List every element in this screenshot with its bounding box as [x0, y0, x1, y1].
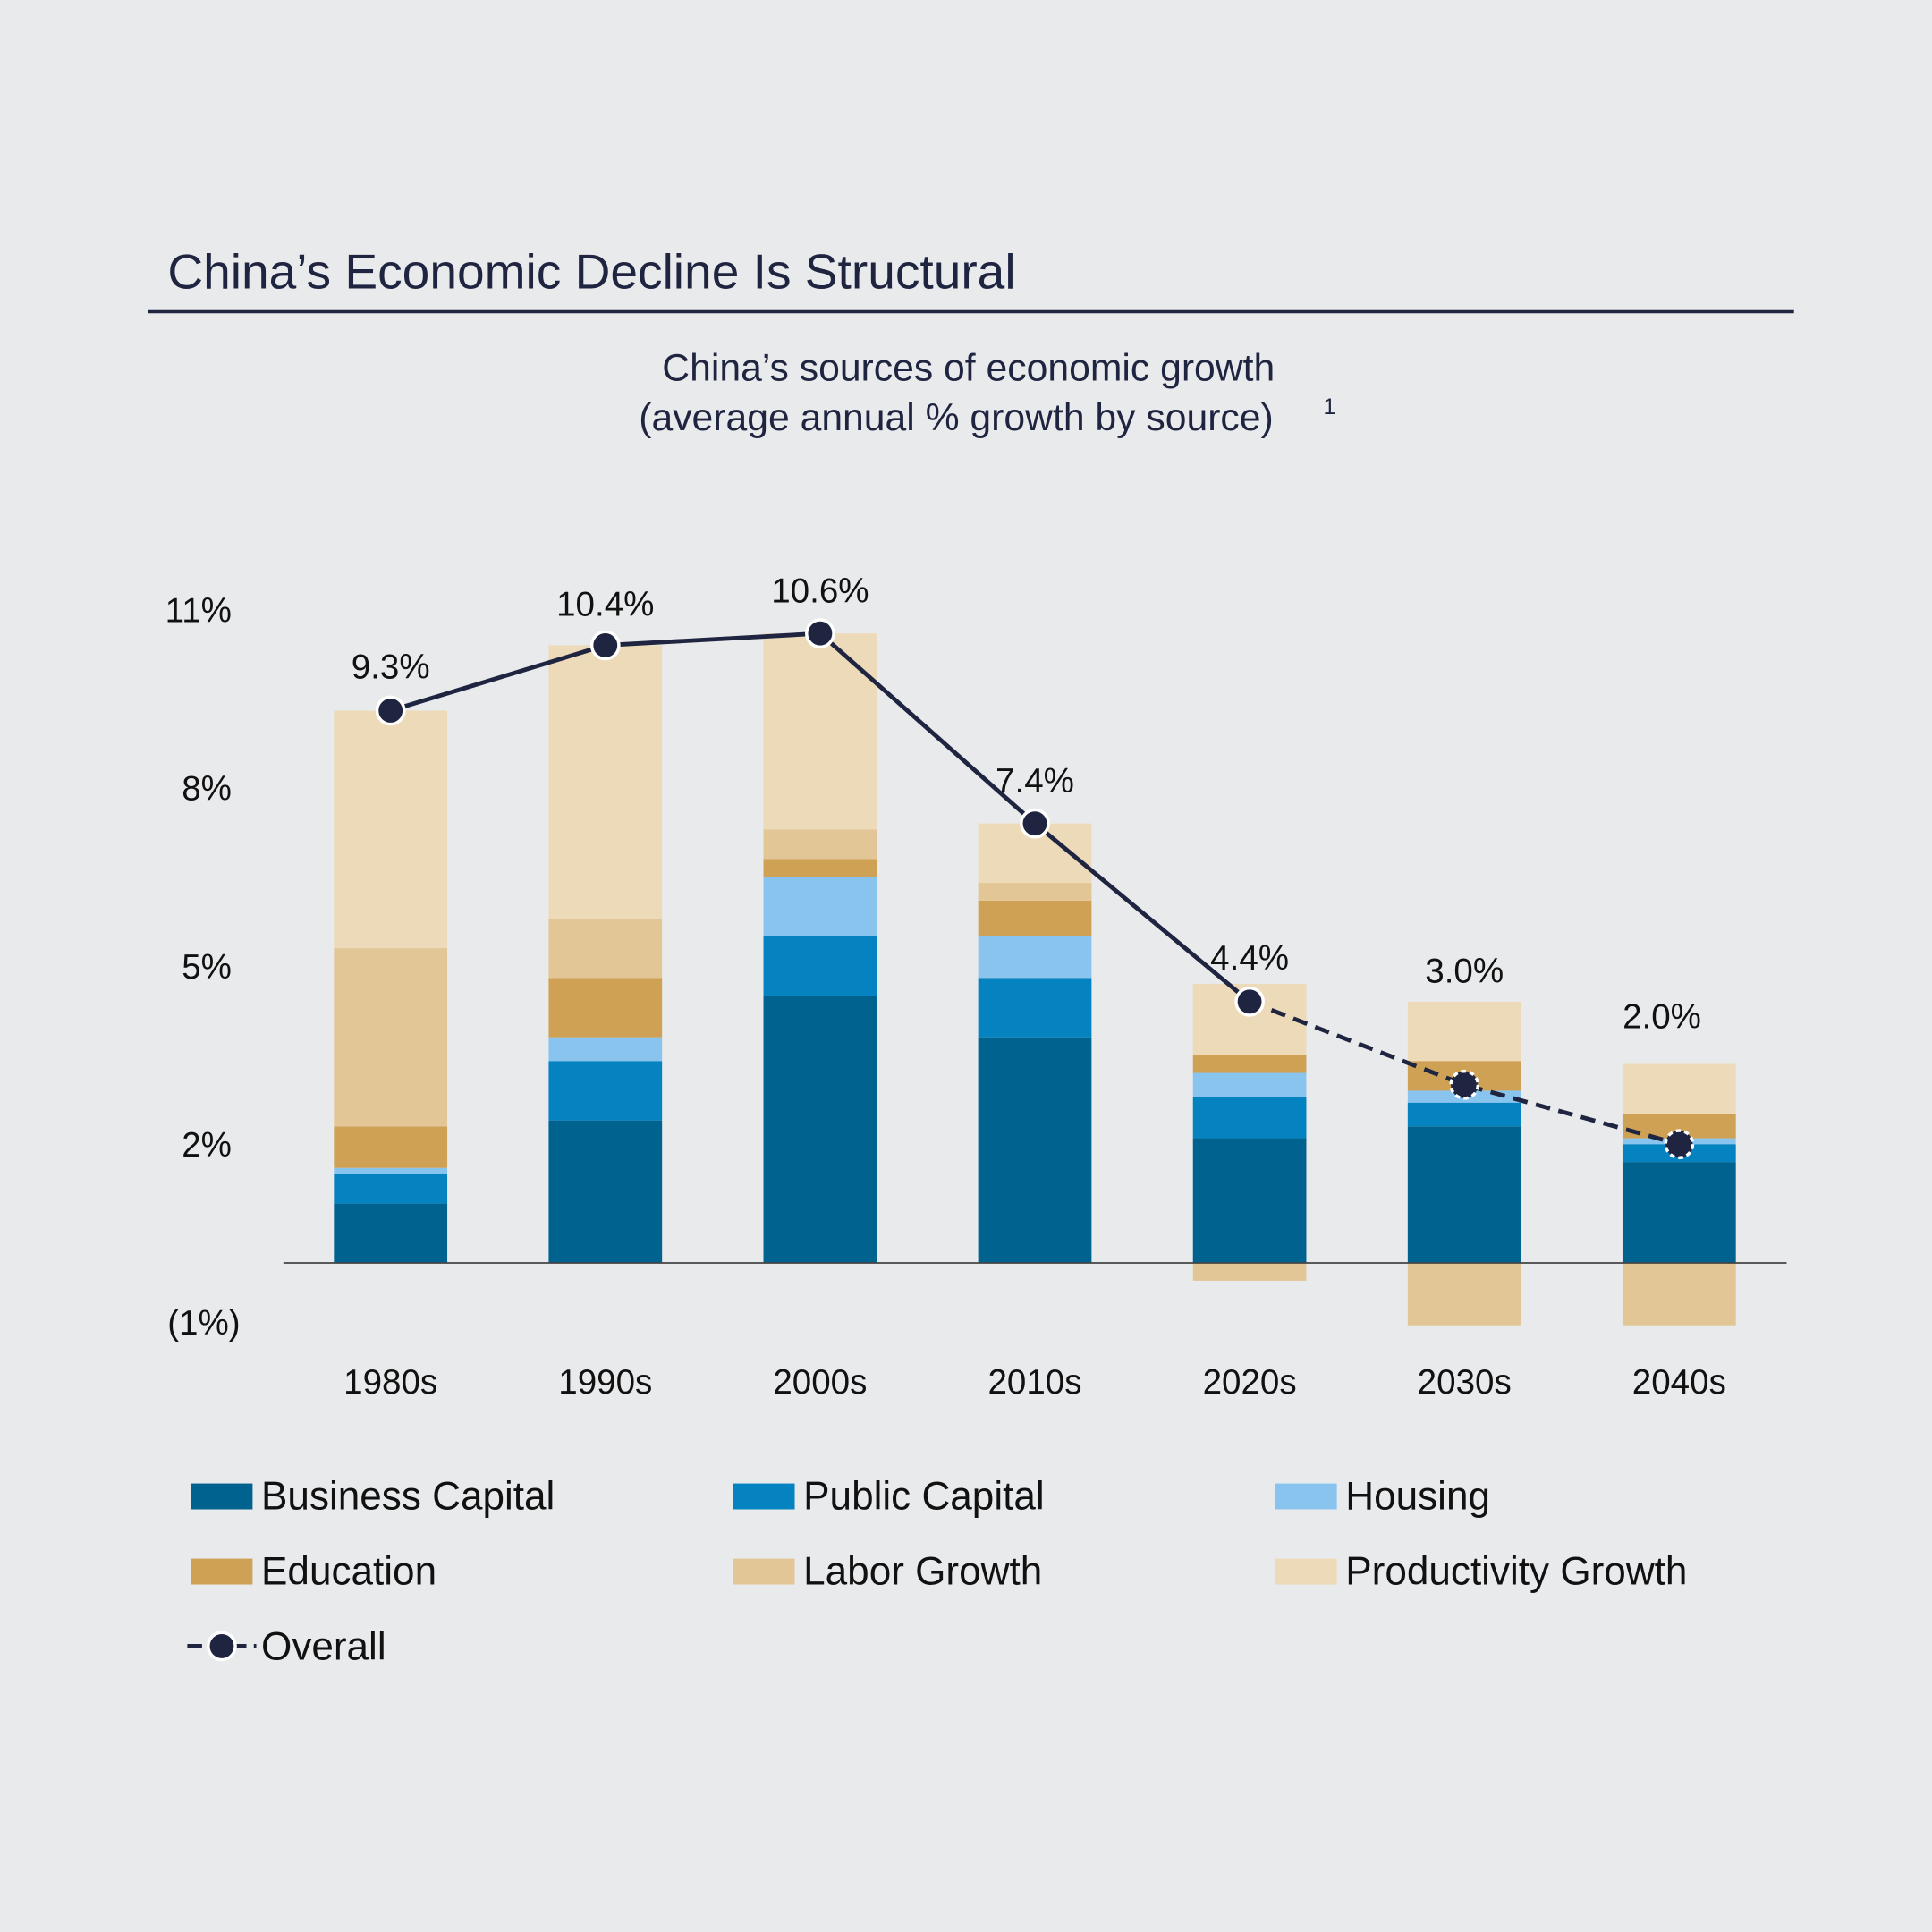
- bar-segment-business-capital: [978, 1037, 1092, 1263]
- y-tick-label: 2%: [182, 1126, 232, 1165]
- bar-segment-labor-growth: [548, 918, 663, 979]
- bar-segment-labor-growth: [1407, 1262, 1521, 1326]
- bar-segment-business-capital: [548, 1120, 663, 1263]
- y-tick-label: (1%): [167, 1304, 240, 1343]
- bar-segment-housing: [978, 936, 1092, 979]
- x-axis: 1980s 1990s 2000s 2010s 2020s 2030s 2040s: [343, 1363, 1726, 1402]
- bar-segment-education: [978, 900, 1092, 936]
- chart-subtitle-line1: China’s sources of economic growth: [662, 347, 1275, 390]
- legend-label: Housing: [1345, 1475, 1490, 1519]
- legend-swatch: [1275, 1483, 1337, 1510]
- legend-label: Education: [261, 1550, 436, 1594]
- bar-segment-housing: [763, 877, 877, 936]
- legend-label: Overall: [261, 1625, 386, 1669]
- bar-segment-business-capital: [334, 1203, 448, 1263]
- overall-point: [589, 630, 621, 661]
- legend-swatch: [191, 1483, 253, 1510]
- bar-segment-education: [334, 1126, 448, 1168]
- overall-point: [375, 695, 406, 726]
- bar-segment-education: [1192, 1055, 1307, 1073]
- bar-segment-labor-growth: [763, 829, 877, 860]
- x-tick-label: 2030s: [1418, 1363, 1512, 1402]
- bar-segment-education: [763, 859, 877, 877]
- overall-data-label: 3.0%: [1425, 952, 1504, 990]
- bar-segment-business-capital: [1407, 1126, 1521, 1263]
- overall-point: [1234, 986, 1265, 1017]
- bar-segment-labor-growth: [978, 883, 1092, 901]
- bar-segment-housing: [548, 1037, 663, 1062]
- x-tick-label: 2000s: [773, 1363, 867, 1402]
- overall-line-projected: [1249, 999, 1680, 1147]
- overall-point: [805, 618, 835, 649]
- bar-segment-labor-growth: [334, 948, 448, 1127]
- bar-segment-public-capital: [548, 1061, 663, 1121]
- bar-segment-housing: [334, 1167, 448, 1174]
- bar-segment-productivity-growth: [548, 645, 663, 919]
- bar-segment-business-capital: [1622, 1162, 1736, 1263]
- legend-swatch: [733, 1483, 795, 1510]
- bar-segment-public-capital: [763, 936, 877, 996]
- bar-segment-public-capital: [1407, 1102, 1521, 1127]
- bar-segment-productivity-growth: [334, 710, 448, 949]
- x-tick-label: 2010s: [987, 1363, 1081, 1402]
- bar-segment-business-capital: [763, 996, 877, 1263]
- bar-segment-housing: [1192, 1072, 1307, 1097]
- x-tick-label: 2040s: [1632, 1363, 1726, 1402]
- overall-data-label: 9.3%: [352, 648, 430, 687]
- bars: [334, 633, 1736, 1326]
- legend: Business Capital Public Capital Housing Edu…: [187, 1475, 1687, 1669]
- legend-label: Business Capital: [261, 1475, 555, 1519]
- legend-label: Productivity Growth: [1345, 1550, 1687, 1594]
- overall-data-label: 10.4%: [556, 585, 654, 623]
- bar-segment-productivity-growth: [1407, 1001, 1521, 1062]
- bar-segment-public-capital: [1192, 1097, 1307, 1139]
- legend-label: Labor Growth: [803, 1550, 1042, 1594]
- bar-segment-productivity-growth: [763, 633, 877, 830]
- legend-swatch: [733, 1558, 795, 1585]
- legend-label: Public Capital: [803, 1475, 1045, 1519]
- y-tick-label: 8%: [182, 770, 232, 809]
- x-tick-label: 1980s: [343, 1363, 437, 1402]
- x-tick-label: 2020s: [1203, 1363, 1297, 1402]
- y-axis: 11% 8% 5% 2% (1%): [165, 591, 241, 1343]
- legend-swatch: [1275, 1558, 1337, 1585]
- bar-segment-productivity-growth: [1622, 1063, 1736, 1114]
- x-tick-label: 1990s: [558, 1363, 652, 1402]
- y-tick-label: 11%: [165, 591, 232, 630]
- bar-segment-business-capital: [1192, 1138, 1307, 1263]
- page-title: China’s Economic Decline Is Structural: [167, 243, 1015, 299]
- overall-line: 9.3% 10.4% 10.6% 7.4% 4.4% 3.0% 2.0%: [352, 572, 1701, 1160]
- y-tick-label: 5%: [182, 948, 232, 987]
- overall-point: [1020, 808, 1050, 839]
- overall-point: [1449, 1069, 1480, 1100]
- overall-data-label: 4.4%: [1210, 939, 1289, 978]
- overall-data-label: 2.0%: [1623, 998, 1701, 1037]
- chart-subtitle-line2: (average annual % growth by source): [639, 396, 1273, 439]
- bar-segment-education: [548, 978, 663, 1038]
- footnote-marker: 1: [1323, 395, 1335, 419]
- overall-data-label: 7.4%: [996, 762, 1074, 801]
- bar-segment-labor-growth: [1622, 1262, 1736, 1326]
- bar-segment-labor-growth: [1192, 1262, 1307, 1281]
- overall-data-label: 10.6%: [771, 572, 869, 611]
- bar-segment-public-capital: [978, 978, 1092, 1038]
- legend-marker-overall: [207, 1631, 237, 1662]
- legend-swatch: [191, 1558, 253, 1585]
- overall-point: [1664, 1129, 1695, 1160]
- bar-segment-public-capital: [334, 1174, 448, 1204]
